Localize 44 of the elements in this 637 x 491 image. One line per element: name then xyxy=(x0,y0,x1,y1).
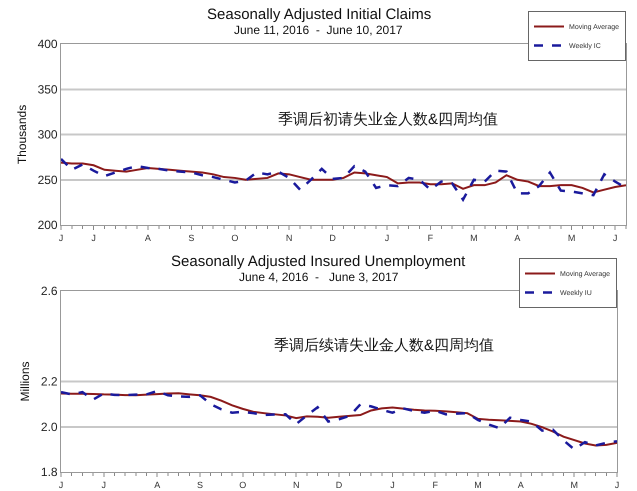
y-axis-title: Millions xyxy=(18,361,32,402)
x-tick-label: J xyxy=(58,232,64,243)
x-tick-label: F xyxy=(428,232,434,243)
y-axis-title: Thousands xyxy=(14,104,29,164)
x-tick-label: D xyxy=(336,480,343,490)
x-tick-label: N xyxy=(286,232,292,243)
chart-title: Seasonally Adjusted Initial Claims xyxy=(207,6,432,23)
x-tick-label: O xyxy=(239,480,246,490)
annotation: 季调后续请失业金人数&四周均值 xyxy=(274,337,494,354)
annotation: 季调后初请失业金人数&四周均值 xyxy=(278,111,498,128)
line-series xyxy=(61,162,626,194)
x-tick-label: J xyxy=(102,480,106,490)
x-tick-label: D xyxy=(329,232,336,243)
x-tick-label: S xyxy=(188,232,194,243)
x-tick-label: M xyxy=(568,232,576,243)
x-tick-label: M xyxy=(470,232,478,243)
y-tick-label: 2.0 xyxy=(40,420,58,434)
y-tick-label: 350 xyxy=(38,82,58,96)
y-tick-label: 1.8 xyxy=(40,465,58,480)
x-tick-label: A xyxy=(154,480,160,490)
y-tick-label: 300 xyxy=(38,128,58,142)
x-tick-label: A xyxy=(518,480,524,490)
x-tick-label: F xyxy=(432,480,438,490)
y-tick-label: 2.2 xyxy=(40,374,58,389)
y-tick-label: 200 xyxy=(38,218,58,232)
x-tick-label: A xyxy=(514,232,520,243)
y-tick-label: 250 xyxy=(38,172,58,187)
x-tick-label: J xyxy=(91,232,96,243)
chart-title: Seasonally Adjusted Insured Unemployment xyxy=(171,253,466,270)
x-tick-label: J xyxy=(390,480,395,490)
x-tick-label: M xyxy=(474,480,482,490)
x-tick-label: J xyxy=(384,232,390,243)
x-tick-label: S xyxy=(196,480,204,490)
chart-subtitle: June 4, 2016 - June 3, 2017 xyxy=(239,270,399,284)
y-tick-label: 2.6 xyxy=(40,284,58,298)
x-tick-label: J xyxy=(58,480,64,490)
x-tick-label: N xyxy=(292,480,300,490)
x-tick-label: O xyxy=(231,232,238,243)
x-tick-label: M xyxy=(570,480,578,490)
x-tick-label: J xyxy=(614,480,620,490)
y-tick-label: 400 xyxy=(38,37,58,52)
x-tick-label: J xyxy=(612,232,618,243)
x-tick-label: A xyxy=(144,232,151,243)
chart-subtitle: June 11, 2016 - June 10, 2017 xyxy=(234,23,403,37)
